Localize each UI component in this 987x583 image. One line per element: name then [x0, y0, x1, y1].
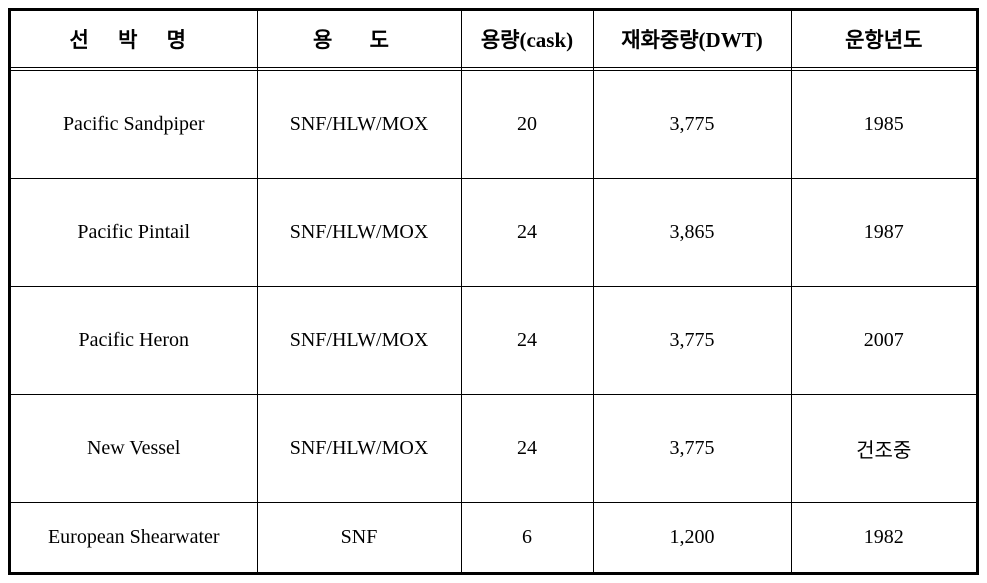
cell-purpose: SNF/HLW/MOX	[257, 286, 461, 394]
cell-purpose: SNF	[257, 502, 461, 572]
header-purpose: 용 도	[257, 11, 461, 67]
table-row: European Shearwater SNF 6 1,200 1982	[11, 502, 976, 572]
vessel-table: 선 박 명 용 도 용량(cask) 재화중량(DWT) 운항년도 Pacifi…	[11, 11, 976, 572]
cell-capacity: 20	[461, 70, 593, 178]
header-row: 선 박 명 용 도 용량(cask) 재화중량(DWT) 운항년도	[11, 11, 976, 67]
header-vessel-name: 선 박 명	[11, 11, 257, 67]
table-row: Pacific Pintail SNF/HLW/MOX 24 3,865 198…	[11, 178, 976, 286]
cell-year: 1982	[791, 502, 976, 572]
cell-year: 1987	[791, 178, 976, 286]
table-row: Pacific Heron SNF/HLW/MOX 24 3,775 2007	[11, 286, 976, 394]
header-dwt: 재화중량(DWT)	[593, 11, 791, 67]
cell-capacity: 24	[461, 286, 593, 394]
cell-dwt: 3,865	[593, 178, 791, 286]
cell-dwt: 3,775	[593, 286, 791, 394]
cell-purpose: SNF/HLW/MOX	[257, 178, 461, 286]
cell-dwt: 3,775	[593, 70, 791, 178]
cell-purpose: SNF/HLW/MOX	[257, 394, 461, 502]
cell-capacity: 6	[461, 502, 593, 572]
vessel-table-wrapper: 선 박 명 용 도 용량(cask) 재화중량(DWT) 운항년도 Pacifi…	[8, 8, 979, 575]
cell-vessel-name: Pacific Sandpiper	[11, 70, 257, 178]
header-year: 운항년도	[791, 11, 976, 67]
table-row: Pacific Sandpiper SNF/HLW/MOX 20 3,775 1…	[11, 70, 976, 178]
header-capacity: 용량(cask)	[461, 11, 593, 67]
table-row: New Vessel SNF/HLW/MOX 24 3,775 건조중	[11, 394, 976, 502]
cell-dwt: 3,775	[593, 394, 791, 502]
table-body: Pacific Sandpiper SNF/HLW/MOX 20 3,775 1…	[11, 70, 976, 572]
cell-capacity: 24	[461, 178, 593, 286]
cell-vessel-name: Pacific Heron	[11, 286, 257, 394]
cell-dwt: 1,200	[593, 502, 791, 572]
cell-vessel-name: European Shearwater	[11, 502, 257, 572]
table-header: 선 박 명 용 도 용량(cask) 재화중량(DWT) 운항년도	[11, 11, 976, 70]
cell-year: 2007	[791, 286, 976, 394]
cell-vessel-name: Pacific Pintail	[11, 178, 257, 286]
cell-vessel-name: New Vessel	[11, 394, 257, 502]
cell-year: 1985	[791, 70, 976, 178]
cell-purpose: SNF/HLW/MOX	[257, 70, 461, 178]
cell-capacity: 24	[461, 394, 593, 502]
cell-year: 건조중	[791, 394, 976, 502]
